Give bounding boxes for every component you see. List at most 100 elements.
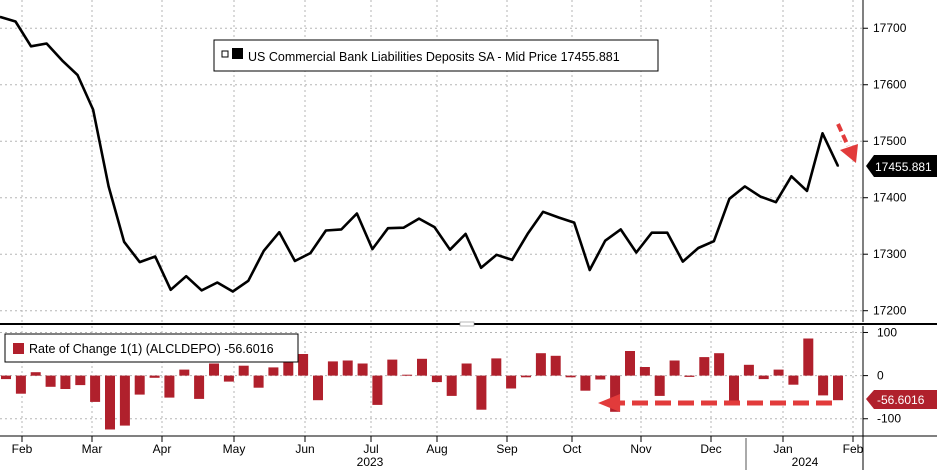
lower-y-tick-label: -100	[877, 412, 901, 426]
rate-of-change-bar	[357, 363, 368, 376]
deposits-point	[294, 260, 296, 262]
rate-of-change-bar	[313, 375, 323, 401]
deposits-point	[806, 190, 808, 192]
upper-red-arrow	[836, 123, 858, 163]
rate-of-change-bar	[387, 359, 398, 376]
deposits-point	[619, 228, 622, 231]
x-tick-label: Feb	[12, 442, 33, 456]
rate-of-change-bar	[669, 360, 680, 376]
rate-of-change-bar	[699, 357, 710, 376]
lower-last-value-tag: -56.6016	[866, 390, 937, 409]
year-label-2024: 2024	[792, 455, 819, 469]
square-icon	[13, 343, 24, 354]
deposits-point	[433, 226, 436, 228]
deposits-point	[200, 289, 203, 292]
rate-of-change-bar	[45, 375, 56, 387]
rate-of-change-bar	[833, 375, 843, 401]
deposits-point	[511, 259, 513, 261]
rate-of-change-bar	[1, 375, 11, 380]
rate-of-change-bar	[610, 375, 621, 412]
rate-of-change-bar	[714, 353, 725, 376]
rate-of-change-bar	[818, 375, 829, 396]
deposits-point	[744, 185, 746, 188]
deposits-point	[526, 233, 529, 235]
deposits-point	[728, 198, 731, 200]
rate-of-change-bar	[506, 375, 517, 389]
rate-of-change-bar	[223, 375, 234, 382]
deposits-point	[247, 280, 250, 282]
rate-of-change-bar	[164, 375, 175, 398]
rate-of-change-bar	[134, 375, 145, 395]
rate-of-change-bar	[342, 360, 353, 376]
lower-tag-shape	[866, 390, 937, 409]
rate-of-change-bar	[15, 375, 26, 394]
deposits-point	[340, 228, 343, 231]
lower-y-tick-label: 100	[877, 325, 897, 339]
rate-of-change-bar	[535, 353, 546, 376]
deposits-point	[573, 221, 575, 224]
lower-legend: Rate of Change 1(1) (ALCLDEPO) -56.6016	[4, 333, 299, 363]
deposits-point	[682, 260, 684, 263]
rate-of-change-bar	[402, 374, 413, 376]
rate-of-change-bar	[595, 375, 606, 380]
lower-red-arrow	[598, 394, 832, 412]
rate-of-change-bar	[149, 375, 160, 378]
rate-of-change-bar	[268, 367, 279, 376]
x-tick-label: Feb	[843, 442, 864, 456]
deposits-point	[464, 233, 467, 235]
deposits-point	[185, 275, 187, 278]
deposits-point	[542, 211, 544, 213]
upper-y-tick-label: 17200	[873, 304, 907, 318]
lower-legend-box	[4, 333, 299, 363]
deposits-point	[325, 229, 327, 232]
deposits-point	[495, 254, 498, 256]
rate-of-change-bar	[119, 375, 130, 426]
rate-of-change-bar	[60, 375, 71, 389]
deposits-point	[588, 269, 591, 271]
deposits-point	[821, 132, 824, 135]
upper-grid	[0, 0, 863, 322]
deposits-point	[123, 241, 125, 243]
rate-of-change-bar	[461, 363, 472, 376]
deposits-point	[635, 251, 638, 254]
deposits-point	[759, 195, 762, 198]
deposits-point	[557, 216, 560, 219]
rate-of-change-bar	[75, 375, 86, 386]
x-tick-label: Sep	[496, 442, 518, 456]
rate-of-change-bar	[446, 375, 457, 396]
rate-of-change-bar	[253, 375, 264, 388]
upper-legend-text: US Commercial Bank Liabilities Deposits …	[248, 50, 620, 64]
upper-y-tick-label: 17400	[873, 191, 907, 205]
rate-of-change-bar	[803, 338, 814, 376]
deposits-point	[138, 261, 141, 263]
deposits-point	[263, 250, 265, 252]
rate-of-change-bar	[431, 375, 442, 383]
deposits-point	[169, 289, 172, 291]
x-tick-label: Apr	[153, 442, 172, 456]
upper-legend: US Commercial Bank Liabilities Deposits …	[213, 39, 659, 72]
rate-of-change-bar	[743, 364, 754, 376]
deposits-point	[697, 247, 700, 249]
square-icon	[232, 48, 243, 59]
last-value-tag-shape	[866, 155, 937, 177]
upper-arrow-shaft	[836, 123, 850, 147]
deposits-points	[0, 16, 839, 293]
legend-expand-icon	[221, 50, 229, 58]
arrow-left-icon	[598, 394, 620, 412]
rate-of-change-bars	[1, 338, 843, 430]
deposits-point	[92, 108, 94, 111]
rate-of-change-bar	[417, 358, 427, 376]
upper-y-tick-label: 17600	[873, 78, 907, 92]
deposits-point	[356, 212, 358, 215]
upper-y-tick-label: 17300	[873, 247, 907, 261]
deposits-point	[387, 227, 389, 229]
rate-of-change-bar	[521, 375, 531, 378]
x-tick-label: Jun	[295, 442, 314, 456]
rate-of-change-bar	[327, 361, 338, 376]
rate-of-change-bar	[684, 375, 695, 377]
rate-of-change-bar	[491, 358, 502, 376]
rate-of-change-bar	[179, 369, 190, 376]
upper-last-value-label: 17455.881	[875, 160, 932, 174]
